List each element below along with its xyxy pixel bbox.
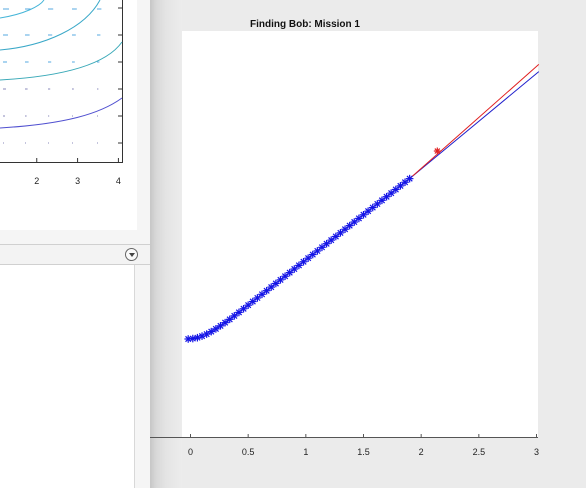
trajectory-point	[401, 178, 409, 187]
trajectory-point	[350, 218, 359, 226]
trajectory-point	[239, 304, 248, 313]
contour-plot: 2 3 4	[0, 0, 123, 186]
trajectory-point	[373, 200, 382, 208]
x-tick-label: 1	[303, 447, 308, 457]
trajectory-point	[258, 290, 266, 299]
trajectory-point	[221, 318, 229, 327]
trajectory-point	[378, 196, 386, 205]
trajectory-point	[382, 192, 391, 201]
trajectory-point	[341, 225, 349, 234]
main-plot: Finding Bob: Mission 1 0 0.5 1 1.5 2 2.5 3	[150, 19, 540, 457]
trajectory-point	[304, 254, 312, 262]
trajectory-point	[272, 279, 280, 288]
trajectory-point	[267, 283, 276, 291]
contour-line	[0, 97, 123, 129]
lower-panel	[0, 244, 150, 488]
target-marker	[433, 147, 441, 155]
trajectory-point	[345, 221, 354, 230]
plot-area	[182, 31, 538, 437]
trajectory-point	[391, 185, 400, 194]
contour-x-tick-label: 4	[116, 176, 121, 186]
x-tick-label: 0	[188, 447, 193, 457]
trajectory-point	[318, 243, 326, 252]
trajectory-point	[253, 294, 262, 302]
trajectory-point	[336, 229, 345, 237]
quiver-arrows	[3, 8, 102, 144]
x-tick-label: 1.5	[357, 447, 370, 457]
trajectory-point	[313, 247, 322, 255]
contour-line	[0, 0, 101, 51]
trajectory-point	[212, 325, 220, 333]
left-pane: 2 3 4	[0, 0, 150, 488]
trajectory-point	[396, 182, 405, 190]
contour-plot-panel: 2 3 4	[0, 0, 137, 230]
trajectory-point	[322, 239, 331, 248]
trajectory-point	[235, 308, 243, 317]
lower-panel-header	[0, 244, 150, 265]
contour-line	[0, 0, 45, 19]
trajectory-point	[216, 322, 225, 330]
trajectory-point	[230, 312, 239, 320]
trajectory-point	[285, 268, 294, 277]
trajectory-point	[189, 334, 197, 343]
trajectory-point	[276, 276, 285, 284]
trajectory-point	[387, 189, 395, 197]
trajectory-point	[327, 236, 336, 244]
trajectory-point	[359, 210, 368, 219]
trajectory-point	[368, 203, 377, 212]
window-divider[interactable]	[150, 0, 182, 488]
plot-title: Finding Bob: Mission 1	[250, 19, 360, 30]
series-line-2	[409, 64, 540, 180]
trajectory-point	[281, 272, 289, 281]
x-tick-label: 2	[419, 447, 424, 457]
trajectory-point	[355, 214, 363, 223]
trajectory-point	[299, 257, 308, 266]
trajectory-point	[225, 315, 234, 324]
trajectory-point	[262, 286, 271, 295]
trajectory-point	[332, 232, 340, 241]
x-tick-label: 2.5	[473, 447, 486, 457]
x-tick-label: 0.5	[242, 447, 255, 457]
contour-x-tick-label: 3	[75, 176, 80, 186]
contour-line	[0, 41, 123, 81]
trajectory-point	[364, 207, 372, 215]
trajectory-point	[248, 297, 257, 306]
trajectory-point	[295, 261, 303, 270]
series-line-1	[409, 71, 540, 180]
lower-panel-content	[0, 265, 135, 488]
trajectory-point	[290, 265, 299, 273]
contour-x-tick-label: 2	[34, 176, 39, 186]
x-tick-label: 3	[534, 447, 539, 457]
trajectory-point	[308, 250, 317, 259]
trajectory-point	[405, 174, 414, 183]
circle-chevron-down-icon[interactable]	[125, 248, 138, 261]
trajectory-point	[244, 301, 252, 309]
